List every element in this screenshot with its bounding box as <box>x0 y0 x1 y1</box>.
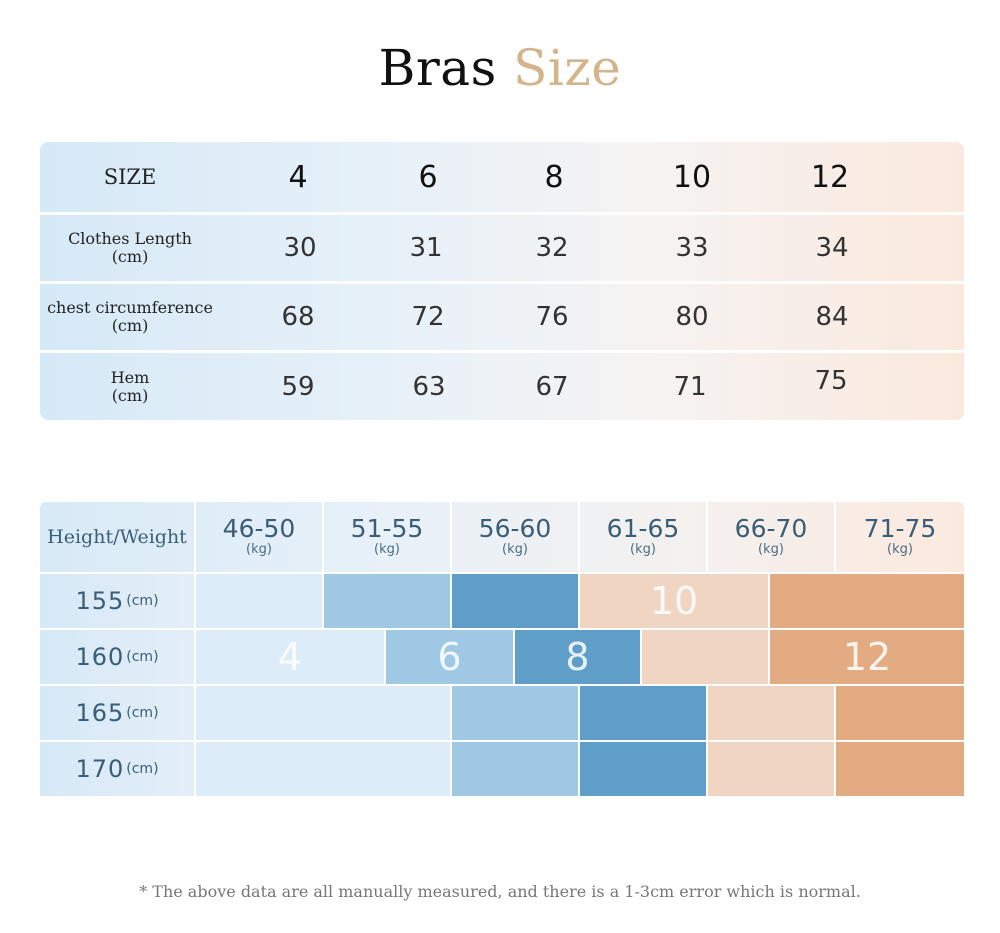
chest-circumference-label: chest circumference (cm) <box>40 284 220 350</box>
size-block-6: 6 <box>386 630 513 684</box>
size-header-row: SIZE 4 6 8 10 12 <box>40 142 964 212</box>
row-label-text: Hem <box>110 367 150 387</box>
corner-label: Height/Weight <box>47 526 187 548</box>
height-row-160: 160 (cm) <box>40 630 194 684</box>
weight-range: 46-50 <box>222 514 296 543</box>
size-block-6 <box>452 686 578 740</box>
size-block-10 <box>708 742 834 796</box>
size-block-10: 10 <box>580 574 768 628</box>
size-label-12: 12 <box>842 635 892 679</box>
weight-range: 66-70 <box>734 514 808 543</box>
height-weight-chart: Height/Weight 46-50 (kg) 51-55 (kg) 56-6… <box>40 502 964 797</box>
weight-unit: (kg) <box>630 542 656 557</box>
weight-col-61-65: 61-65 (kg) <box>580 502 706 572</box>
row-label-unit: (cm) <box>111 316 149 335</box>
size-block-8 <box>452 574 578 628</box>
size-8: 8 <box>544 159 564 195</box>
size-block-12: 12 <box>770 630 964 684</box>
table-cell: 72 <box>411 302 445 332</box>
size-block-8 <box>580 742 706 796</box>
weight-range: 51-55 <box>350 514 424 543</box>
weight-unit: (kg) <box>246 542 272 557</box>
size-label-10: 10 <box>649 579 699 623</box>
weight-unit: (kg) <box>758 542 784 557</box>
size-block-6 <box>452 742 578 796</box>
table-cell: 59 <box>281 371 315 402</box>
weight-unit: (kg) <box>374 542 400 557</box>
table-cell: 76 <box>535 302 569 332</box>
size-4: 4 <box>288 159 308 195</box>
table-cell: 33 <box>675 233 709 263</box>
table-cell: 31 <box>409 233 443 263</box>
size-10: 10 <box>672 159 712 195</box>
size-table: SIZE 4 6 8 10 12 Clothes Length (cm) 30 … <box>40 142 964 420</box>
weight-col-71-75: 71-75 (kg) <box>836 502 964 572</box>
row-label-unit: (cm) <box>111 247 149 266</box>
size-block-4: 4 <box>196 630 384 684</box>
row-label-text: chest circumference <box>47 298 213 317</box>
size-block-12 <box>836 686 964 740</box>
size-label-8: 8 <box>565 635 590 679</box>
height-row-165: 165 (cm) <box>40 686 194 740</box>
size-block-4 <box>196 742 450 796</box>
size-block-10 <box>708 686 834 740</box>
table-cell: 32 <box>535 233 569 263</box>
table-cell: 68 <box>281 302 315 332</box>
table-cell: 63 <box>412 371 446 402</box>
size-block-12 <box>836 742 964 796</box>
size-label-6: 6 <box>437 635 462 679</box>
weight-col-51-55: 51-55 (kg) <box>324 502 450 572</box>
title-bras: Bras <box>378 39 497 97</box>
weight-range: 71-75 <box>863 514 937 543</box>
table-cell: 75 <box>814 365 848 396</box>
size-block-6 <box>324 574 450 628</box>
weight-unit: (kg) <box>502 542 528 557</box>
table-cell: 67 <box>535 371 569 402</box>
table-cell: 30 <box>283 233 317 263</box>
clothes-length-row: Clothes Length (cm) 30 31 32 33 34 <box>40 215 964 281</box>
size-6: 6 <box>418 159 438 195</box>
table-cell: 84 <box>815 302 849 332</box>
height-value: 170 <box>75 755 125 783</box>
size-block-4 <box>196 686 450 740</box>
size-label-4: 4 <box>277 635 303 679</box>
weight-col-46-50: 46-50 (kg) <box>196 502 322 572</box>
height-row-155: 155 (cm) <box>40 574 194 628</box>
page-title: Bras Size <box>0 36 1000 100</box>
size-block-4 <box>196 574 322 628</box>
title-size: Size <box>513 39 622 97</box>
measurement-note: * The above data are all manually measur… <box>139 882 861 901</box>
height-unit: (cm) <box>126 649 159 665</box>
hem-label: Hem (cm) <box>40 353 220 420</box>
height-unit: (cm) <box>126 705 159 721</box>
size-header-label: SIZE <box>103 165 157 189</box>
height-row-170: 170 (cm) <box>40 742 194 796</box>
size-block-12 <box>770 574 964 628</box>
weight-col-56-60: 56-60 (kg) <box>452 502 578 572</box>
weight-unit: (kg) <box>887 542 913 557</box>
height-unit: (cm) <box>126 761 159 777</box>
table-cell: 80 <box>675 302 709 332</box>
weight-range: 56-60 <box>478 514 552 543</box>
weight-header: Height/Weight 46-50 (kg) 51-55 (kg) 56-6… <box>40 502 964 572</box>
height-unit: (cm) <box>126 593 159 609</box>
hem-row: Hem (cm) 59 63 67 71 75 <box>40 353 964 420</box>
row-label-text: Clothes Length <box>68 229 192 248</box>
table-cell: 34 <box>815 233 849 263</box>
clothes-length-label: Clothes Length (cm) <box>40 215 220 281</box>
chest-circumference-row: chest circumference (cm) 68 72 76 80 84 <box>40 284 964 350</box>
size-12: 12 <box>810 159 850 195</box>
row-label-unit: (cm) <box>111 385 149 405</box>
size-block-8 <box>580 686 706 740</box>
height-value: 165 <box>75 699 125 727</box>
size-block-8: 8 <box>515 630 640 684</box>
weight-range: 61-65 <box>606 514 680 543</box>
height-value: 155 <box>75 587 125 615</box>
height-value: 160 <box>75 643 125 671</box>
weight-col-66-70: 66-70 (kg) <box>708 502 834 572</box>
size-block-10 <box>642 630 768 684</box>
table-cell: 71 <box>673 371 707 402</box>
